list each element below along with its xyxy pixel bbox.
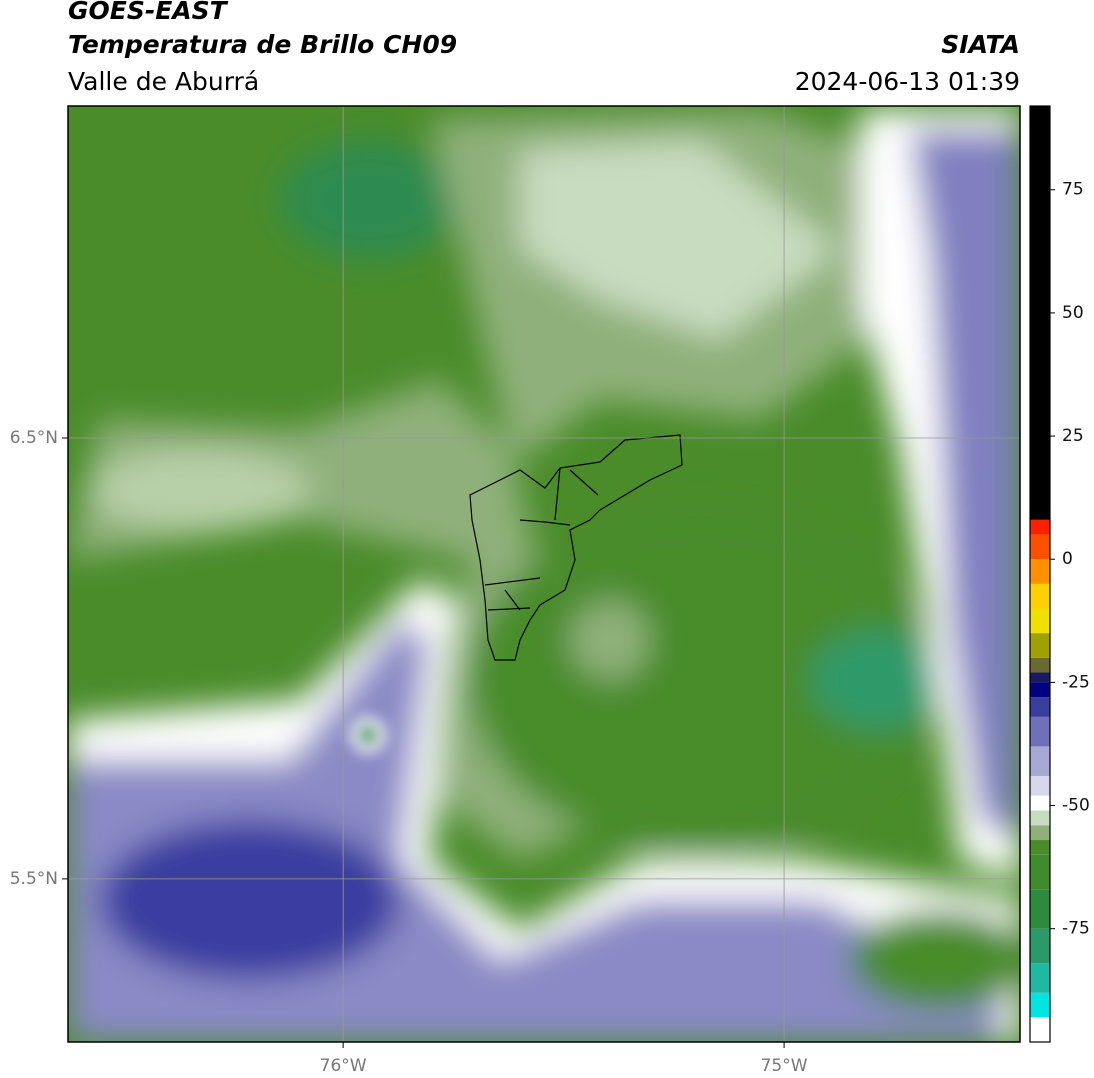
colorbar-tick-label: -75 — [1062, 919, 1090, 939]
colorbar-tick-label: 0 — [1062, 549, 1073, 569]
colorbar-segment — [1030, 559, 1050, 584]
title: GOES-EAST — [68, 0, 229, 25]
colorbar-segment — [1030, 1017, 1050, 1042]
x-tick-label: 75°W — [761, 1056, 808, 1076]
colorbar-segment — [1030, 716, 1050, 747]
colorbar-segment — [1030, 795, 1050, 811]
region: Valle de Aburrá — [68, 67, 259, 96]
subtitle: Temperatura de Brillo CH09 — [68, 30, 457, 59]
colorbar-segment — [1030, 697, 1050, 717]
colorbar-segment — [1030, 928, 1050, 964]
colorbar-tick-label: -25 — [1062, 672, 1090, 692]
colorbar-segment — [1030, 840, 1050, 855]
colorbar-tick-label: 75 — [1062, 180, 1084, 200]
colorbar-segment — [1030, 746, 1050, 776]
colorbar-frame — [1029, 105, 1051, 1043]
colorbar-segment — [1030, 608, 1050, 634]
colorbar-segment — [1030, 810, 1050, 826]
colorbar — [1030, 106, 1050, 1042]
x-tick-label: 76°W — [320, 1056, 367, 1076]
colorbar-segment — [1030, 775, 1050, 796]
source: SIATA — [941, 30, 1020, 59]
colorbar-tick-label: 50 — [1062, 303, 1084, 323]
colorbar-tick-label: -50 — [1062, 796, 1090, 816]
colorbar-segment — [1030, 854, 1050, 890]
colorbar-segment — [1030, 519, 1050, 535]
valley-boundary — [469, 434, 683, 661]
colorbar-segment — [1030, 657, 1050, 673]
colorbar-segment — [1030, 534, 1050, 560]
colorbar-segment — [1030, 633, 1050, 658]
colorbar-segment — [1030, 672, 1050, 683]
colorbar-segment — [1030, 583, 1050, 609]
colorbar-segment — [1030, 106, 1050, 520]
y-tick-label: 5.5°N — [10, 869, 58, 889]
map-frame — [67, 105, 1021, 1043]
colorbar-segment — [1030, 992, 1050, 1018]
colorbar-segment — [1030, 825, 1050, 841]
satellite-image — [68, 106, 1020, 1042]
colorbar-segment — [1030, 963, 1050, 993]
y-tick-label: 6.5°N — [10, 428, 58, 448]
graticule — [68, 106, 1020, 1042]
colorbar-tick-label: 25 — [1062, 426, 1084, 446]
colorbar-segment — [1030, 682, 1050, 698]
colorbar-segment — [1030, 889, 1050, 929]
datetime: 2024-06-13 01:39 — [795, 67, 1020, 96]
